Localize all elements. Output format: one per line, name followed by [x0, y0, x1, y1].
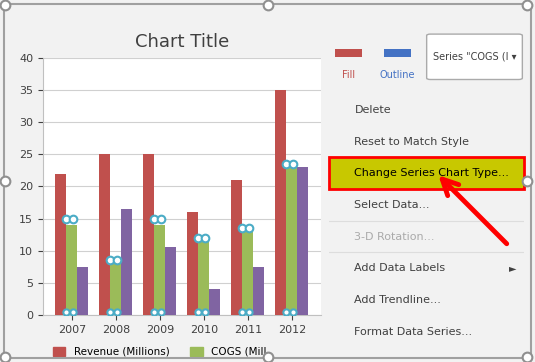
Bar [56, 174, 66, 315]
Bar [329, 157, 524, 189]
Bar [335, 49, 362, 58]
Bar [78, 267, 88, 315]
Bar [231, 180, 242, 315]
Bar [155, 225, 165, 315]
Bar [187, 212, 198, 315]
Text: Add Trendline...: Add Trendline... [354, 295, 441, 305]
Text: Select Data...: Select Data... [354, 200, 430, 210]
Text: Format Data Series...: Format Data Series... [354, 327, 472, 337]
FancyBboxPatch shape [427, 34, 522, 80]
Text: Add Data Labels: Add Data Labels [354, 263, 446, 273]
Bar [286, 167, 297, 315]
Text: 3-D Rotation...: 3-D Rotation... [354, 232, 435, 242]
Title: Chart Title: Chart Title [135, 33, 229, 51]
Bar [297, 167, 308, 315]
Bar [198, 238, 209, 315]
Text: Reset to Match Style: Reset to Match Style [354, 136, 469, 147]
Bar [121, 209, 133, 315]
Text: Change Series Chart Type...: Change Series Chart Type... [354, 168, 509, 178]
Text: ►: ► [509, 263, 516, 273]
Bar [165, 248, 177, 315]
Bar [209, 289, 220, 315]
Bar [100, 154, 110, 315]
Bar [242, 231, 254, 315]
Bar [384, 49, 411, 58]
Text: Series "COGS (I ▾: Series "COGS (I ▾ [433, 52, 516, 62]
Text: Outline: Outline [380, 70, 415, 80]
Legend: Revenue (Millions), COGS (Mill: Revenue (Millions), COGS (Mill [49, 342, 271, 361]
Bar [276, 90, 286, 315]
Bar [254, 267, 264, 315]
Text: Delete: Delete [354, 105, 391, 115]
Bar [66, 225, 78, 315]
Bar [110, 264, 121, 315]
Text: Fill: Fill [342, 70, 355, 80]
Bar [143, 154, 155, 315]
